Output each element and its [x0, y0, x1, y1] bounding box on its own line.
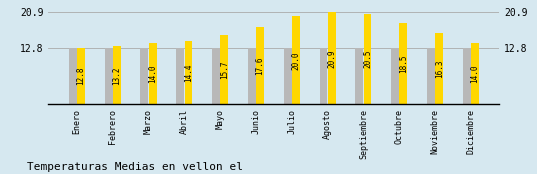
Bar — [113, 46, 121, 104]
Bar — [435, 33, 443, 104]
Text: 13.2: 13.2 — [112, 66, 121, 85]
Bar — [105, 48, 113, 104]
Bar — [256, 27, 264, 104]
Text: Temperaturas Medias en vellon el: Temperaturas Medias en vellon el — [27, 162, 243, 172]
Text: 12.8: 12.8 — [76, 67, 85, 85]
Bar — [391, 48, 399, 104]
Text: 17.6: 17.6 — [256, 56, 265, 75]
Text: 14.0: 14.0 — [470, 64, 480, 83]
Text: 14.0: 14.0 — [148, 64, 157, 83]
Bar — [400, 23, 407, 104]
Text: 14.4: 14.4 — [184, 63, 193, 82]
Bar — [355, 48, 363, 104]
Bar — [185, 41, 192, 104]
Bar — [328, 12, 336, 104]
Bar — [248, 48, 256, 104]
Bar — [292, 16, 300, 104]
Text: 16.3: 16.3 — [434, 59, 444, 78]
Bar — [364, 14, 372, 104]
Bar — [284, 48, 292, 104]
Bar — [141, 48, 148, 104]
Bar — [463, 48, 470, 104]
Bar — [77, 48, 85, 104]
Bar — [220, 35, 228, 104]
Bar — [149, 43, 157, 104]
Text: 20.9: 20.9 — [327, 49, 336, 68]
Bar — [212, 48, 220, 104]
Bar — [69, 48, 77, 104]
Bar — [471, 43, 479, 104]
Bar — [176, 48, 184, 104]
Text: 20.0: 20.0 — [292, 51, 300, 70]
Text: 18.5: 18.5 — [399, 54, 408, 73]
Text: 15.7: 15.7 — [220, 61, 229, 79]
Text: 20.5: 20.5 — [363, 50, 372, 68]
Bar — [320, 48, 328, 104]
Bar — [427, 48, 435, 104]
